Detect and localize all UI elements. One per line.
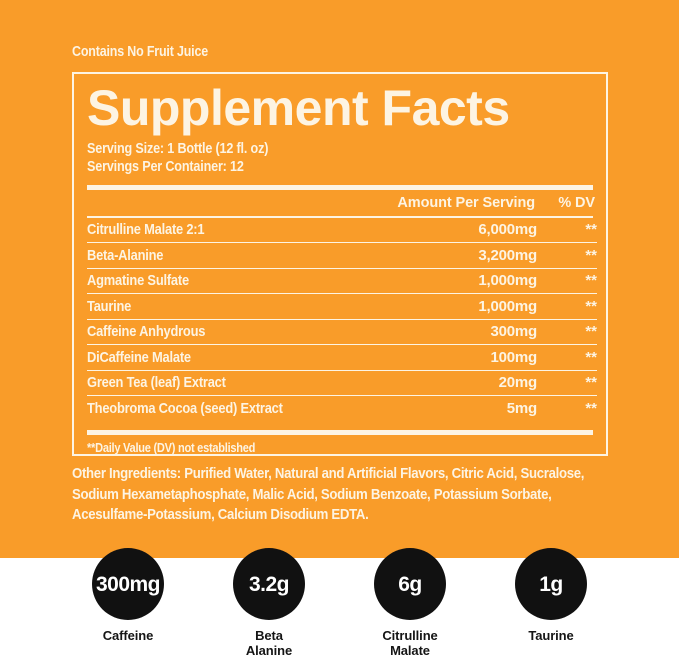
badge-label: Beta Alanine (245, 628, 293, 658)
page-title: Supplement Facts (87, 80, 510, 136)
badge-beta-alanine: 3.2g Beta Alanine (205, 548, 333, 658)
contains-no-fruit-juice-text: Contains No Fruit Juice (72, 44, 209, 60)
other-ingredients-line-3: Acesulfame-Potassium, Calcium Disodium E… (72, 506, 369, 523)
column-header-percent-dv: % DV (558, 195, 595, 211)
ingredient-dv: ** (537, 369, 597, 396)
ingredient-amount: 20mg (397, 369, 537, 396)
ingredient-dv: ** (537, 293, 597, 319)
serving-size-text: Serving Size: 1 Bottle (12 fl. oz) (87, 141, 269, 157)
badge-label: Taurine (528, 628, 574, 643)
badge-circle: 3.2g (233, 548, 305, 620)
ingredient-dv: ** (537, 395, 597, 421)
badge-label: Citrulline Malate (382, 628, 438, 658)
daily-value-footnote: **Daily Value (DV) not established (87, 439, 256, 455)
ingredient-dv: ** (537, 242, 597, 268)
badge-caffeine: 300mg Caffeine (64, 548, 192, 643)
ingredient-dv: ** (537, 318, 597, 345)
column-header-nutrient (87, 190, 397, 216)
badge-circle: 300mg (92, 548, 164, 620)
header-rule-thick (87, 185, 593, 190)
other-ingredients-block: Other Ingredients: Purified Water, Natur… (72, 464, 618, 526)
ingredient-amount: 300mg (397, 318, 537, 345)
key-ingredient-badges: 300mg Caffeine 3.2g Beta Alanine 6g Citru… (0, 548, 679, 658)
badge-taurine: 1g Taurine (487, 548, 615, 643)
ingredient-name: Beta-Alanine (87, 246, 164, 264)
serving-info: Serving Size: 1 Bottle (12 fl. oz) Servi… (87, 140, 593, 176)
ingredient-amount: 100mg (397, 344, 537, 370)
nutrition-table: Amount Per Serving % DV (87, 190, 597, 216)
ingredient-amount: 5mg (397, 395, 537, 421)
ingredient-table: Citrulline Malate 2:1 6,000mg ** Beta-Al… (87, 218, 597, 421)
badge-value: 300mg (95, 572, 161, 596)
ingredient-dv: ** (537, 344, 597, 370)
footnote-rule-thick (87, 429, 593, 435)
other-ingredients-line-2: Sodium Hexametaphosphate, Malic Acid, So… (72, 485, 552, 503)
badge-citrulline-malate: 6g Citrulline Malate (346, 548, 474, 658)
ingredient-name: Agmatine Sulfate (87, 272, 189, 290)
badge-value: 1g (539, 572, 563, 596)
ingredient-amount: 1,000mg (397, 293, 537, 319)
table-row: Agmatine Sulfate 1,000mg ** (87, 267, 597, 294)
table-row: Green Tea (leaf) Extract 20mg ** (87, 369, 597, 396)
ingredient-amount: 3,200mg (397, 242, 537, 268)
badge-value: 3.2g (248, 572, 290, 596)
servings-per-container-text: Servings Per Container: 12 (87, 159, 244, 175)
table-row: Theobroma Cocoa (seed) Extract 5mg ** (87, 395, 597, 421)
ingredient-dv: ** (537, 267, 597, 294)
table-row: Citrulline Malate 2:1 6,000mg ** (87, 218, 597, 243)
ingredient-amount: 6,000mg (478, 221, 537, 239)
ingredient-amount: 1,000mg (397, 267, 537, 294)
column-header-amount-per-serving: Amount Per Serving (397, 195, 535, 211)
ingredient-name: Taurine (87, 297, 132, 315)
ingredient-dv: ** (585, 221, 597, 239)
ingredient-name: Theobroma Cocoa (seed) Extract (87, 399, 283, 417)
supplement-facts-panel: Supplement Facts Serving Size: 1 Bottle … (72, 72, 608, 456)
badge-label: Caffeine (102, 628, 154, 643)
header-rule-thin (87, 216, 593, 218)
table-row: Taurine 1,000mg ** (87, 293, 597, 319)
badge-circle: 1g (515, 548, 587, 620)
badge-value: 6g (398, 572, 422, 596)
table-header-row: Amount Per Serving % DV (87, 190, 597, 216)
table-row: Beta-Alanine 3,200mg ** (87, 242, 597, 268)
badge-circle: 6g (374, 548, 446, 620)
ingredient-name: Caffeine Anhydrous (87, 323, 206, 341)
other-ingredients-line-1: Other Ingredients: Purified Water, Natur… (72, 465, 585, 482)
ingredient-name: Citrulline Malate 2:1 (87, 221, 205, 239)
table-row: DiCaffeine Malate 100mg ** (87, 344, 597, 370)
table-row: Caffeine Anhydrous 300mg ** (87, 318, 597, 345)
ingredient-name: Green Tea (leaf) Extract (87, 374, 226, 392)
ingredient-name: DiCaffeine Malate (87, 348, 191, 366)
